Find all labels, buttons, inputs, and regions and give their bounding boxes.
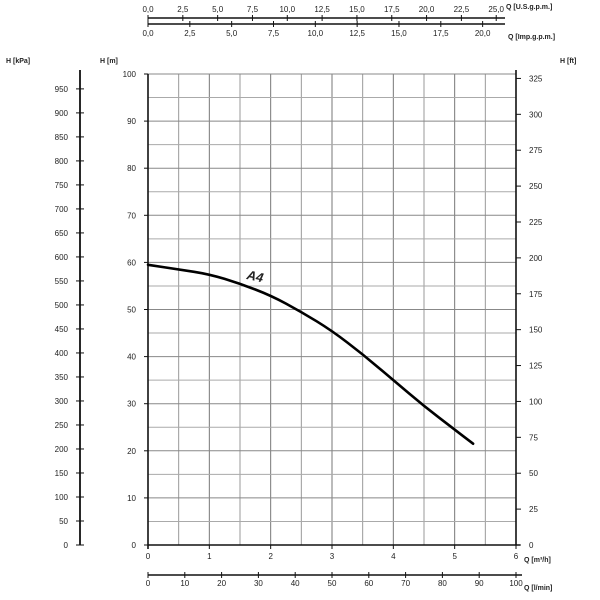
bottom-m3h-tick-label: 4 bbox=[391, 552, 396, 561]
right-ft-axis-label: H [ft] bbox=[560, 58, 576, 65]
left-kpa-tick-label: 350 bbox=[55, 373, 69, 382]
bottom-m3h-tick-label: 3 bbox=[330, 552, 335, 561]
left-m-tick-label: 10 bbox=[127, 494, 136, 503]
left-kpa-tick-label: 50 bbox=[59, 517, 68, 526]
axis-labels: Q [U.S.g.p.m.] Q [Imp.g.p.m.] H [kPa] H … bbox=[6, 4, 576, 592]
bottom-lmin-axis-label: Q [l/min] bbox=[524, 585, 552, 592]
left-kpa-tick-label: 600 bbox=[55, 253, 69, 262]
left-kpa-tick-label: 650 bbox=[55, 229, 69, 238]
bottom-m3h-tick-label: 6 bbox=[514, 552, 519, 561]
left-kpa-tick-label: 150 bbox=[55, 469, 69, 478]
bottom-lmin-tick-label: 80 bbox=[438, 579, 447, 588]
left-kpa-tick-label: 200 bbox=[55, 445, 69, 454]
bottom-lmin-tick-label: 70 bbox=[401, 579, 410, 588]
right-ft-tick-label: 50 bbox=[529, 469, 538, 478]
bottom-m3h-tick-label: 0 bbox=[146, 552, 151, 561]
top-impgpm-tick-label: 2,5 bbox=[184, 29, 196, 38]
bottom-lmin-tick-label: 100 bbox=[509, 579, 523, 588]
right-ft-tick-label: 25 bbox=[529, 505, 538, 514]
left-kpa-tick-label: 950 bbox=[55, 85, 69, 94]
top-impgpm-tick-label: 17,5 bbox=[433, 29, 449, 38]
top-usgpm-tick-label: 20,0 bbox=[419, 5, 435, 14]
top-impgpm-tick-label: 15,0 bbox=[391, 29, 407, 38]
left-kpa-tick-label: 550 bbox=[55, 277, 69, 286]
bottom-lmin-tick-label: 20 bbox=[217, 579, 226, 588]
left-m-tick-label: 80 bbox=[127, 164, 136, 173]
bottom-m3h-axis-label: Q [m³/h] bbox=[524, 557, 551, 564]
left-kpa-axis-label: H [kPa] bbox=[6, 58, 30, 65]
pump-curve-line bbox=[146, 263, 475, 445]
top-impgpm-tick-label: 12,5 bbox=[349, 29, 365, 38]
top-usgpm-tick-label: 2,5 bbox=[177, 5, 189, 14]
left-m-tick-label: 60 bbox=[127, 258, 136, 267]
bottom-m3h-tick-label: 2 bbox=[268, 552, 273, 561]
top-impgpm-tick-label: 0,0 bbox=[142, 29, 154, 38]
right-ft-tick-label: 150 bbox=[529, 326, 543, 335]
left-m-tick-label: 70 bbox=[127, 211, 136, 220]
right-ft-tick-label: 300 bbox=[529, 110, 543, 119]
right-ft-tick-label: 275 bbox=[529, 146, 543, 155]
bottom-lmin-tick-label: 60 bbox=[364, 579, 373, 588]
left-kpa-tick-label: 300 bbox=[55, 397, 69, 406]
left-m-tick-label: 50 bbox=[127, 306, 136, 315]
left-m-tick-label: 0 bbox=[132, 541, 137, 550]
bottom-lmin-tick-label: 50 bbox=[328, 579, 337, 588]
right-ft-tick-label: 0 bbox=[529, 541, 534, 550]
bottom-lmin-tick-label: 40 bbox=[291, 579, 300, 588]
top-usgpm-tick-label: 5,0 bbox=[212, 5, 224, 14]
curve-layer: A4 bbox=[146, 263, 475, 445]
left-m-tick-label: 90 bbox=[127, 117, 136, 126]
top-usgpm-tick-label: 7,5 bbox=[247, 5, 259, 14]
right-ft-tick-label: 225 bbox=[529, 218, 543, 227]
right-ft-tick-label: 250 bbox=[529, 182, 543, 191]
bottom-m3h-tick-label: 1 bbox=[207, 552, 212, 561]
right-ft-tick-label: 325 bbox=[529, 74, 543, 83]
left-m-tick-label: 100 bbox=[123, 70, 137, 79]
pump-curve-label: A4 bbox=[245, 267, 266, 285]
top-impgpm-axis-label: Q [Imp.g.p.m.] bbox=[508, 34, 555, 41]
top-usgpm-axis-label: Q [U.S.g.p.m.] bbox=[506, 4, 552, 11]
left-kpa-tick-label: 100 bbox=[55, 493, 69, 502]
top-impgpm-tick-label: 10,0 bbox=[308, 29, 324, 38]
top-usgpm-tick-label: 25,0 bbox=[488, 5, 504, 14]
left-kpa-tick-label: 900 bbox=[55, 109, 69, 118]
top-impgpm-tick-label: 20,0 bbox=[475, 29, 491, 38]
left-m-tick-label: 20 bbox=[127, 447, 136, 456]
top-usgpm-tick-label: 0,0 bbox=[142, 5, 154, 14]
left-kpa-tick-label: 700 bbox=[55, 205, 69, 214]
left-kpa-tick-label: 800 bbox=[55, 157, 69, 166]
right-ft-tick-label: 175 bbox=[529, 290, 543, 299]
ticks: 0102030405060708090100050100150200250300… bbox=[55, 5, 543, 588]
left-kpa-tick-label: 400 bbox=[55, 349, 69, 358]
right-ft-tick-label: 100 bbox=[529, 397, 543, 406]
left-kpa-tick-label: 450 bbox=[55, 325, 69, 334]
top-usgpm-tick-label: 15,0 bbox=[349, 5, 365, 14]
left-kpa-tick-label: 850 bbox=[55, 133, 69, 142]
axes bbox=[79, 17, 522, 576]
left-kpa-tick-label: 750 bbox=[55, 181, 69, 190]
right-ft-tick-label: 200 bbox=[529, 254, 543, 263]
bottom-lmin-tick-label: 0 bbox=[146, 579, 151, 588]
bottom-lmin-tick-label: 30 bbox=[254, 579, 263, 588]
grid bbox=[147, 73, 517, 546]
right-ft-tick-label: 125 bbox=[529, 362, 543, 371]
left-m-tick-label: 30 bbox=[127, 400, 136, 409]
bottom-m3h-tick-label: 5 bbox=[452, 552, 457, 561]
top-usgpm-tick-label: 22,5 bbox=[454, 5, 470, 14]
right-ft-tick-label: 75 bbox=[529, 433, 538, 442]
top-usgpm-tick-label: 17,5 bbox=[384, 5, 400, 14]
left-kpa-tick-label: 250 bbox=[55, 421, 69, 430]
top-impgpm-tick-label: 7,5 bbox=[268, 29, 280, 38]
top-impgpm-tick-label: 5,0 bbox=[226, 29, 238, 38]
left-m-tick-label: 40 bbox=[127, 353, 136, 362]
bottom-lmin-tick-label: 10 bbox=[180, 579, 189, 588]
bottom-lmin-tick-label: 90 bbox=[475, 579, 484, 588]
left-kpa-tick-label: 500 bbox=[55, 301, 69, 310]
top-usgpm-tick-label: 10,0 bbox=[279, 5, 295, 14]
left-kpa-tick-label: 0 bbox=[64, 541, 69, 550]
left-m-axis-label: H [m] bbox=[100, 58, 118, 65]
top-usgpm-tick-label: 12,5 bbox=[314, 5, 330, 14]
